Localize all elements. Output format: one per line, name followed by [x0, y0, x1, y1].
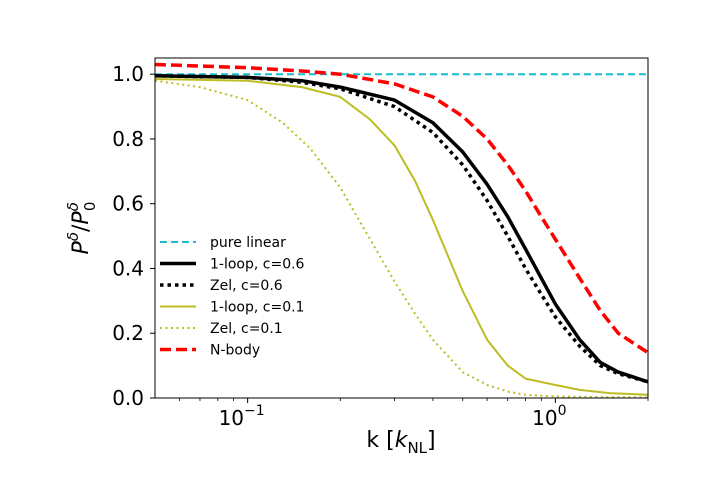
x-tick-label: 100	[532, 403, 566, 430]
series-line-1-loop-c-0-1	[155, 78, 648, 396]
y-tick-label: 0.4	[112, 256, 144, 280]
series-line-zel-c-0-6	[155, 74, 648, 384]
legend-label: pure linear	[210, 235, 286, 251]
x-axis-label: k [kNL]	[366, 428, 435, 457]
series-line-n-body	[155, 62, 648, 355]
series-line-zel-c-0-1	[155, 79, 648, 398]
y-tick-label: 0.0	[112, 386, 144, 410]
y-tick-label: 0.2	[112, 321, 144, 345]
y-tick-label: 0.6	[112, 192, 144, 216]
x-tick-labels: 10−1 100	[219, 403, 567, 430]
y-tick-label: 0.8	[112, 127, 144, 151]
legend-label: 1-loop, c=0.6	[210, 257, 305, 273]
legend: pure linear 1-loop, c=0.6 Zel, c=0.6 1-loop…	[160, 235, 305, 359]
y-tick-labels: 0.0 0.2 0.4 0.6 0.8 1.0	[112, 62, 144, 410]
legend-label: 1-loop, c=0.1	[210, 300, 304, 316]
plot-frame	[154, 57, 649, 399]
legend-label: N-body	[210, 343, 260, 359]
legend-label: Zel, c=0.6	[210, 278, 283, 294]
legend-label: Zel, c=0.1	[210, 321, 283, 337]
y-axis-label: Pδ/Pδ0	[64, 202, 99, 255]
x-tick-label: 10−1	[219, 403, 265, 430]
y-tick-label: 1.0	[112, 62, 144, 86]
plot-lines	[155, 62, 648, 398]
